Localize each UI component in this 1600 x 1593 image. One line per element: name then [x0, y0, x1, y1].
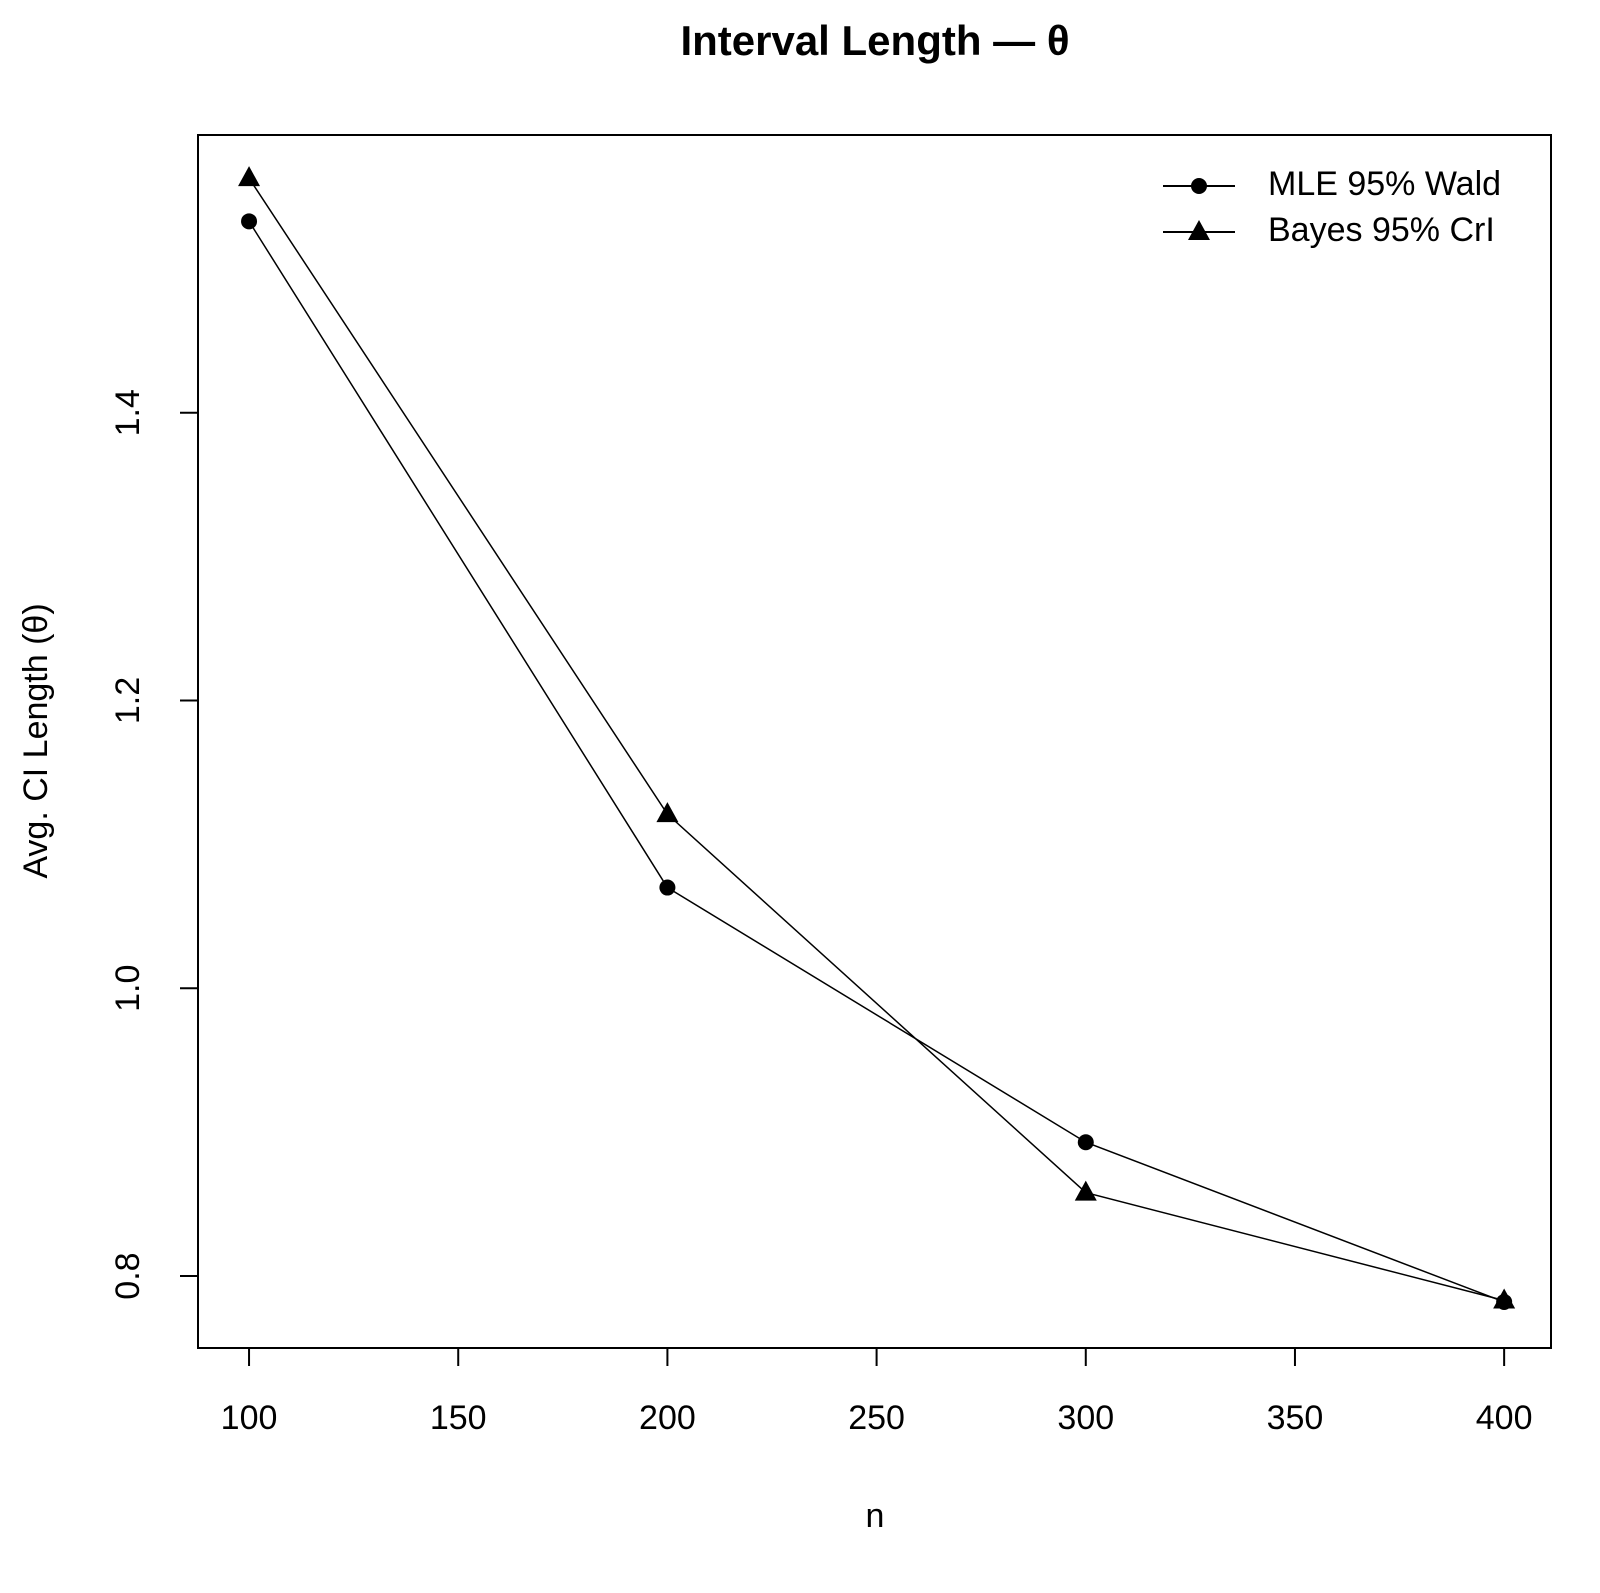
x-axis-label: n [866, 1497, 885, 1535]
triangle-marker [656, 802, 679, 823]
circle-marker [659, 879, 676, 896]
x-tick-label: 100 [221, 1399, 278, 1437]
x-tick-label: 150 [430, 1399, 487, 1437]
circle-marker [1077, 1134, 1094, 1151]
triangle-marker [1074, 1180, 1097, 1201]
x-tick-label: 350 [1267, 1399, 1324, 1437]
x-tick-label: 400 [1476, 1399, 1533, 1437]
x-tick-label: 300 [1057, 1399, 1114, 1437]
y-axis-label: Avg. CI Length (θ) [17, 603, 55, 878]
circle-marker [241, 213, 258, 230]
y-tick-label: 1.2 [109, 677, 147, 724]
legend-label: MLE 95% Wald [1268, 165, 1501, 203]
x-tick-label: 200 [639, 1399, 696, 1437]
triangle-marker [1188, 220, 1210, 240]
x-tick-label: 250 [848, 1399, 905, 1437]
triangle-marker [238, 166, 261, 187]
circle-marker [1191, 178, 1207, 194]
series-line [248, 177, 1505, 1302]
legend-label: Bayes 95% CrI [1268, 211, 1495, 249]
chart-title: Interval Length — θ [680, 17, 1069, 64]
y-tick-label: 1.4 [109, 389, 147, 436]
y-tick-label: 0.8 [109, 1252, 147, 1299]
triangle-marker [1493, 1288, 1516, 1309]
y-tick-label: 1.0 [109, 965, 147, 1012]
plot-box [197, 134, 1552, 1349]
series-line [248, 220, 1505, 1303]
